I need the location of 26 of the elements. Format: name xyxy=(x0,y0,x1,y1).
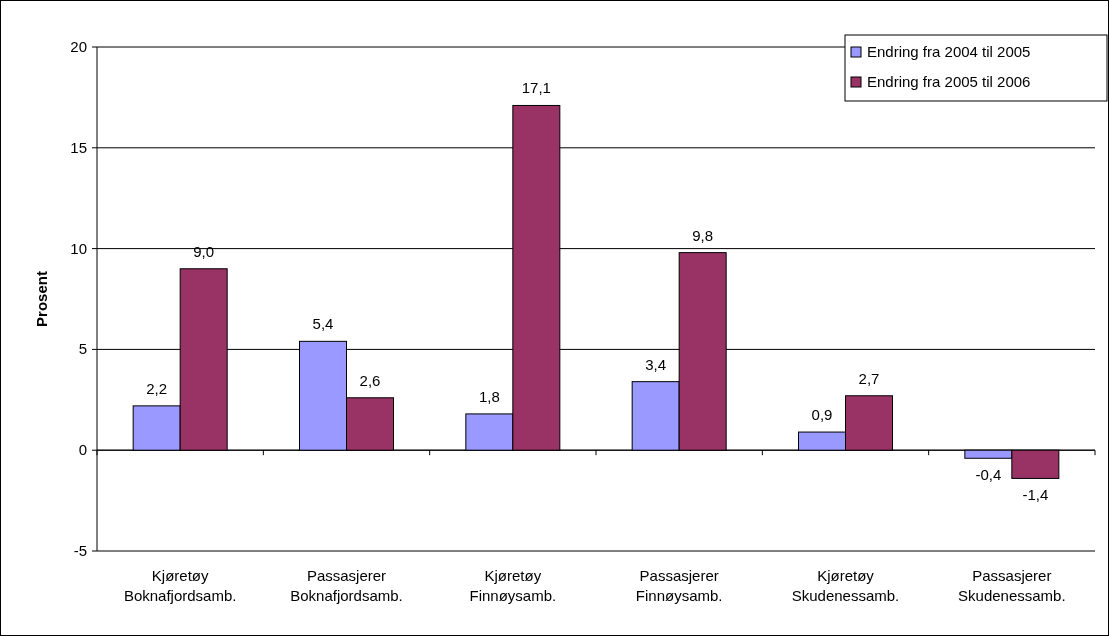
legend-label: Endring fra 2005 til 2006 xyxy=(867,73,1031,90)
x-tick-label: Kjøretøy Finnøysamb. xyxy=(469,567,557,604)
y-tick-label: 0 xyxy=(78,441,87,459)
data-label: 5,4 xyxy=(312,315,334,333)
data-label: 17,1 xyxy=(521,79,551,97)
x-tick-label: Kjøretøy Boknafjordsamb. xyxy=(123,567,237,604)
y-axis-title: Prosent xyxy=(33,271,50,327)
y-tick-label: 5 xyxy=(78,340,87,358)
data-label: 2,2 xyxy=(146,379,168,397)
y-tick-label: -5 xyxy=(73,542,87,559)
data-label: -0,4 xyxy=(975,466,1002,484)
x-tick-label: Passasjerer Finnøysamb. xyxy=(635,567,723,604)
data-label: 2,6 xyxy=(359,371,381,389)
data-label: 1,8 xyxy=(478,387,500,405)
legend-label: Endring fra 2004 til 2005 xyxy=(867,43,1031,60)
x-tick-label: Passasjerer Skudenessamb. xyxy=(958,567,1066,604)
data-label: 3,4 xyxy=(645,355,667,373)
y-tick-label: 20 xyxy=(70,38,87,55)
data-label: 2,7 xyxy=(858,369,880,387)
data-label: 0,9 xyxy=(811,406,833,424)
y-tick-label: 15 xyxy=(70,138,87,156)
data-label: 9,8 xyxy=(692,226,714,244)
x-tick-label: Passasjerer Boknafjordsamb. xyxy=(290,567,403,604)
y-tick-label: 10 xyxy=(70,239,87,257)
data-label: -1,4 xyxy=(1022,486,1049,504)
x-tick-label: Kjøretøy Skudenessamb. xyxy=(791,567,900,604)
